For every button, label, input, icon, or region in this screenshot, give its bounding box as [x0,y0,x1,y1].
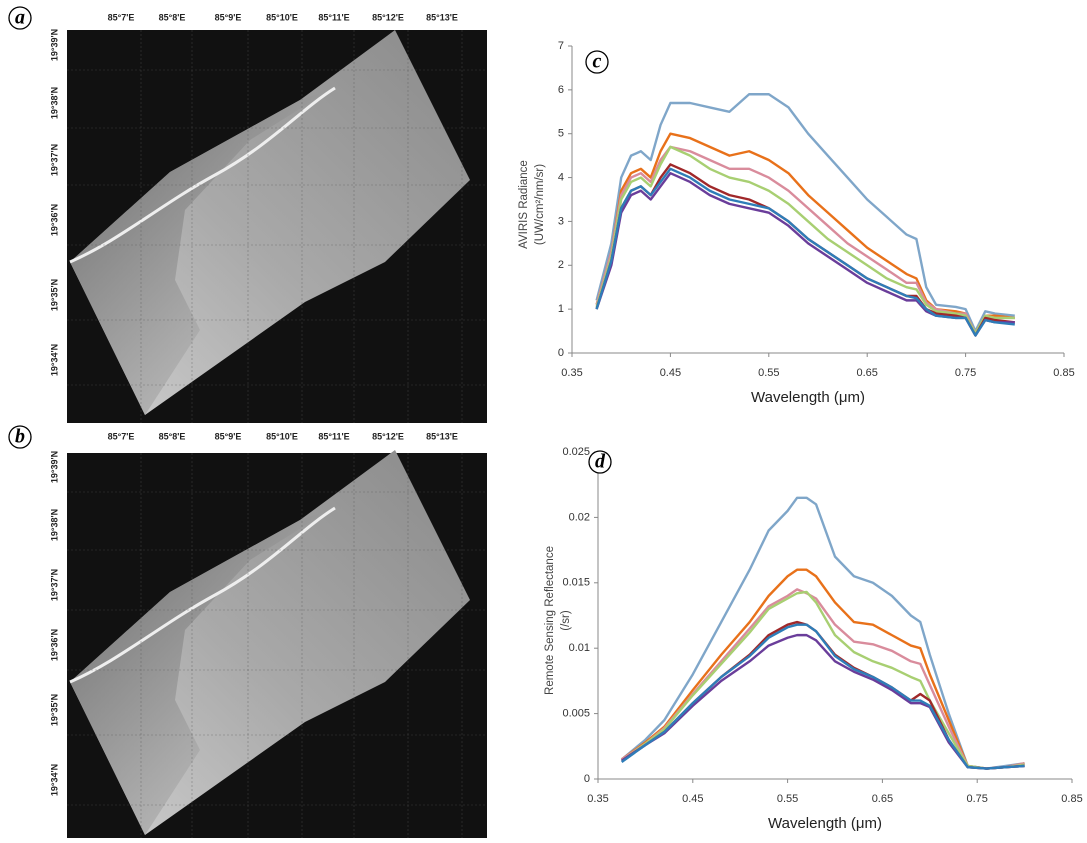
panel-badge [588,450,612,474]
x-tick-label: 0.65 [856,367,877,379]
x-tick-label: 0.85 [1053,367,1074,379]
panel-badge [8,425,32,449]
panel-badge [585,50,609,74]
map-b [67,450,487,838]
y-axis-label: AVIRIS Radiance [518,160,530,249]
map-x-label: 85°7'E [108,12,135,22]
series-line [621,620,1025,770]
x-tick-label: 0.85 [1061,793,1082,805]
panel-label: d [595,451,606,473]
map-x-label: 85°12'E [372,12,404,22]
x-tick-label: 0.45 [660,367,681,379]
x-tick-label: 0.35 [561,367,582,379]
y-tick-label: 6 [558,84,564,96]
map-x-label: 85°8'E [159,431,186,441]
map-x-label: 85°9'E [215,12,242,22]
panel-label: c [593,51,602,73]
x-tick-label: 0.65 [872,793,893,805]
map-x-label: 85°11'E [318,12,349,22]
map-x-label: 85°12'E [372,431,404,441]
y-tick-label: 0.005 [562,708,590,720]
coast [70,90,330,415]
shoreline [69,506,336,684]
y-tick-label: 0.01 [569,642,590,654]
x-tick-label: 0.75 [955,367,976,379]
map-y-label: 19°39'N [49,29,59,61]
map-y-label: 19°35'N [49,279,59,311]
map-y-label: 19°36'N [49,204,59,236]
series-line [621,623,1025,770]
y-tick-label: 0 [584,773,590,785]
map-y-label: 19°37'N [49,569,59,601]
y-tick-label: 0.025 [562,446,590,458]
series-line [595,132,1015,335]
x-tick-label: 0.75 [966,793,987,805]
map-x-label: 85°13'E [426,12,458,22]
x-tick-label: 0.55 [777,793,798,805]
y-tick-label: 3 [558,215,564,227]
y-tick-label: 2 [558,259,564,271]
panel-label: b [15,426,25,448]
y-tick-label: 0 [558,347,564,359]
series-line [621,588,1025,770]
map-y-label: 19°34'N [49,764,59,796]
panel-label: a [15,7,25,29]
y-axis-label: Remote Sensing Reflectance [544,546,556,695]
y-tick-label: 0.015 [562,577,590,589]
map-y-label: 19°38'N [49,87,59,119]
x-tick-label: 0.55 [758,367,779,379]
y-axis-label: (/sr) [560,610,572,631]
map-y-label: 19°34'N [49,344,59,376]
series-line [621,633,1025,770]
series-line [595,145,1015,335]
x-tick-label: 0.35 [587,793,608,805]
y-tick-label: 5 [558,128,564,140]
series-line [621,568,1025,770]
map-x-label: 85°10'E [266,12,298,22]
y-tick-label: 7 [558,40,564,52]
map-y-label: 19°35'N [49,694,59,726]
series-line [595,167,1015,337]
map-y-label: 19°36'N [49,629,59,661]
map-y-label: 19°38'N [49,509,59,541]
panel-badge [8,6,32,30]
shoreline [69,86,336,264]
series-line [595,93,1015,333]
map-x-label: 85°7'E [108,431,135,441]
map-x-label: 85°10'E [266,431,298,441]
coast [70,510,330,835]
map-x-label: 85°8'E [159,12,186,22]
y-tick-label: 4 [558,171,564,183]
y-tick-label: 1 [558,303,564,315]
map-x-label: 85°9'E [215,431,242,441]
series-line [620,496,1025,770]
map-y-label: 19°37'N [49,144,59,176]
x-axis-label: Wavelength (μm) [751,389,865,406]
map-y-label: 19°39'N [49,451,59,483]
y-axis-label: (UW/cm²/nm/sr) [534,164,546,245]
y-tick-label: 0.02 [569,511,590,523]
map-x-label: 85°13'E [426,431,458,441]
map-a [67,30,487,423]
map-x-label: 85°11'E [318,431,349,441]
series-line [621,590,1025,770]
x-tick-label: 0.45 [682,793,703,805]
x-axis-label: Wavelength (μm) [768,815,882,832]
